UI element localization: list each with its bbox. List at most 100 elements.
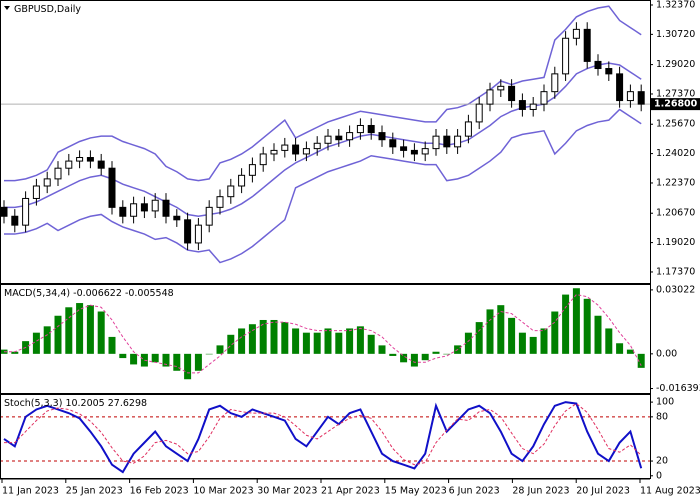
- x-tick-label: 16 Feb 2023: [130, 486, 189, 497]
- y-tick-label: 0.03022: [656, 284, 695, 295]
- macd-bar: [281, 322, 289, 354]
- candle-body: [227, 185, 235, 198]
- panel-title: GBPUSD,Daily: [14, 4, 81, 15]
- header-value: 27.6298: [108, 398, 147, 409]
- candle-body: [324, 135, 332, 144]
- candle-body: [205, 206, 213, 226]
- candle-body: [454, 135, 462, 148]
- macd-bar: [475, 322, 483, 354]
- macd-bar: [486, 309, 494, 354]
- candle-body: [238, 174, 246, 187]
- y-tick-label: -0.016393: [656, 383, 700, 394]
- candle-body: [389, 139, 397, 148]
- panel-title: Stoch(5,3,3): [4, 398, 62, 409]
- price-label: 1.26800: [654, 99, 698, 110]
- y-tick-label: 1.20670: [656, 208, 695, 219]
- x-tick-label: 28 Jun 2023: [512, 486, 569, 497]
- candle-body: [626, 91, 634, 102]
- macd-bar: [259, 319, 267, 354]
- candle-body: [486, 89, 494, 105]
- x-tick-label: 6 Jun 2023: [449, 486, 500, 497]
- candle-body: [475, 103, 483, 123]
- stoch-main: [3, 401, 643, 474]
- candle-body: [497, 85, 505, 91]
- candle-body: [22, 197, 30, 226]
- panel-header: MACD(5,34,4) -0.006622 -0.005548: [4, 288, 174, 299]
- macd-bar: [551, 311, 559, 354]
- candle-body: [583, 28, 591, 62]
- macd-bar: [205, 353, 213, 355]
- candle-body: [216, 196, 224, 208]
- macd-bar: [616, 343, 624, 354]
- candle-body: [173, 215, 181, 221]
- macd-bar: [346, 328, 354, 354]
- panel-title: MACD(5,34,4): [4, 288, 70, 299]
- candle-body: [292, 144, 300, 155]
- candle-body: [151, 199, 159, 212]
- y-tick-label: 1.17370: [656, 266, 695, 277]
- candle-body: [302, 148, 310, 155]
- candle-body: [184, 219, 192, 244]
- macd-bar: [97, 311, 105, 354]
- macd-bar: [335, 332, 343, 354]
- y-tick-label: 1.29020: [656, 59, 695, 70]
- candle-body: [97, 160, 105, 169]
- macd-bar: [108, 336, 116, 354]
- candle-body: [616, 73, 624, 102]
- y-tick-label: 1.24020: [656, 148, 695, 159]
- macd-bar: [562, 294, 570, 354]
- macd-bar: [529, 336, 537, 354]
- macd-bar: [356, 326, 364, 354]
- y-tick-label: 0.00: [656, 348, 677, 359]
- x-tick-label: 11 Aug 2023: [640, 486, 700, 497]
- macd-bar: [65, 307, 73, 354]
- macd-bar: [464, 332, 472, 354]
- candle-body: [335, 135, 343, 141]
- macd-bar: [324, 328, 332, 354]
- candle-body: [572, 28, 580, 39]
- macd-bar: [216, 345, 224, 354]
- macd-bar: [130, 353, 138, 365]
- macd-bar: [32, 332, 40, 354]
- macd-bar: [410, 353, 418, 367]
- macd-bar: [594, 315, 602, 354]
- candle-body: [605, 68, 613, 75]
- candle-body: [346, 132, 354, 141]
- y-tick-label: 1.22370: [656, 177, 695, 188]
- x-tick-label: 30 Mar 2023: [257, 486, 317, 497]
- macd-bar: [518, 332, 526, 354]
- macd-signal: [4, 294, 642, 374]
- candle-body: [400, 146, 408, 151]
- candle-body: [194, 224, 202, 244]
- y-tick-label: 100: [656, 397, 674, 408]
- candle-body: [43, 178, 51, 187]
- candle-body: [76, 157, 84, 162]
- macd-bar: [302, 332, 310, 354]
- x-tick-label: 25 Jan 2023: [66, 486, 123, 497]
- macd-bar: [54, 315, 62, 354]
- macd-bar: [227, 334, 235, 354]
- candle-body: [108, 167, 116, 208]
- macd-bar: [605, 328, 613, 354]
- macd-bar: [270, 319, 278, 354]
- candle-body: [443, 135, 451, 148]
- y-tick-label: 1.32370: [656, 0, 695, 10]
- candle-body: [0, 206, 8, 217]
- candle-body: [119, 206, 127, 217]
- macd-bar: [292, 328, 300, 354]
- macd-bar: [389, 353, 397, 356]
- macd-bar: [76, 303, 84, 354]
- panel-border: [0, 284, 651, 394]
- macd-bar: [367, 334, 375, 354]
- macd-bar: [421, 353, 429, 361]
- y-tick-label: 1.27370: [656, 88, 695, 99]
- candle-body: [508, 85, 516, 102]
- macd-bar: [637, 353, 645, 368]
- macd-bar: [572, 288, 580, 354]
- macd-bar: [313, 332, 321, 354]
- macd-bar: [194, 353, 202, 371]
- macd-bar: [162, 353, 170, 367]
- y-tick-label: 1.25670: [656, 119, 695, 130]
